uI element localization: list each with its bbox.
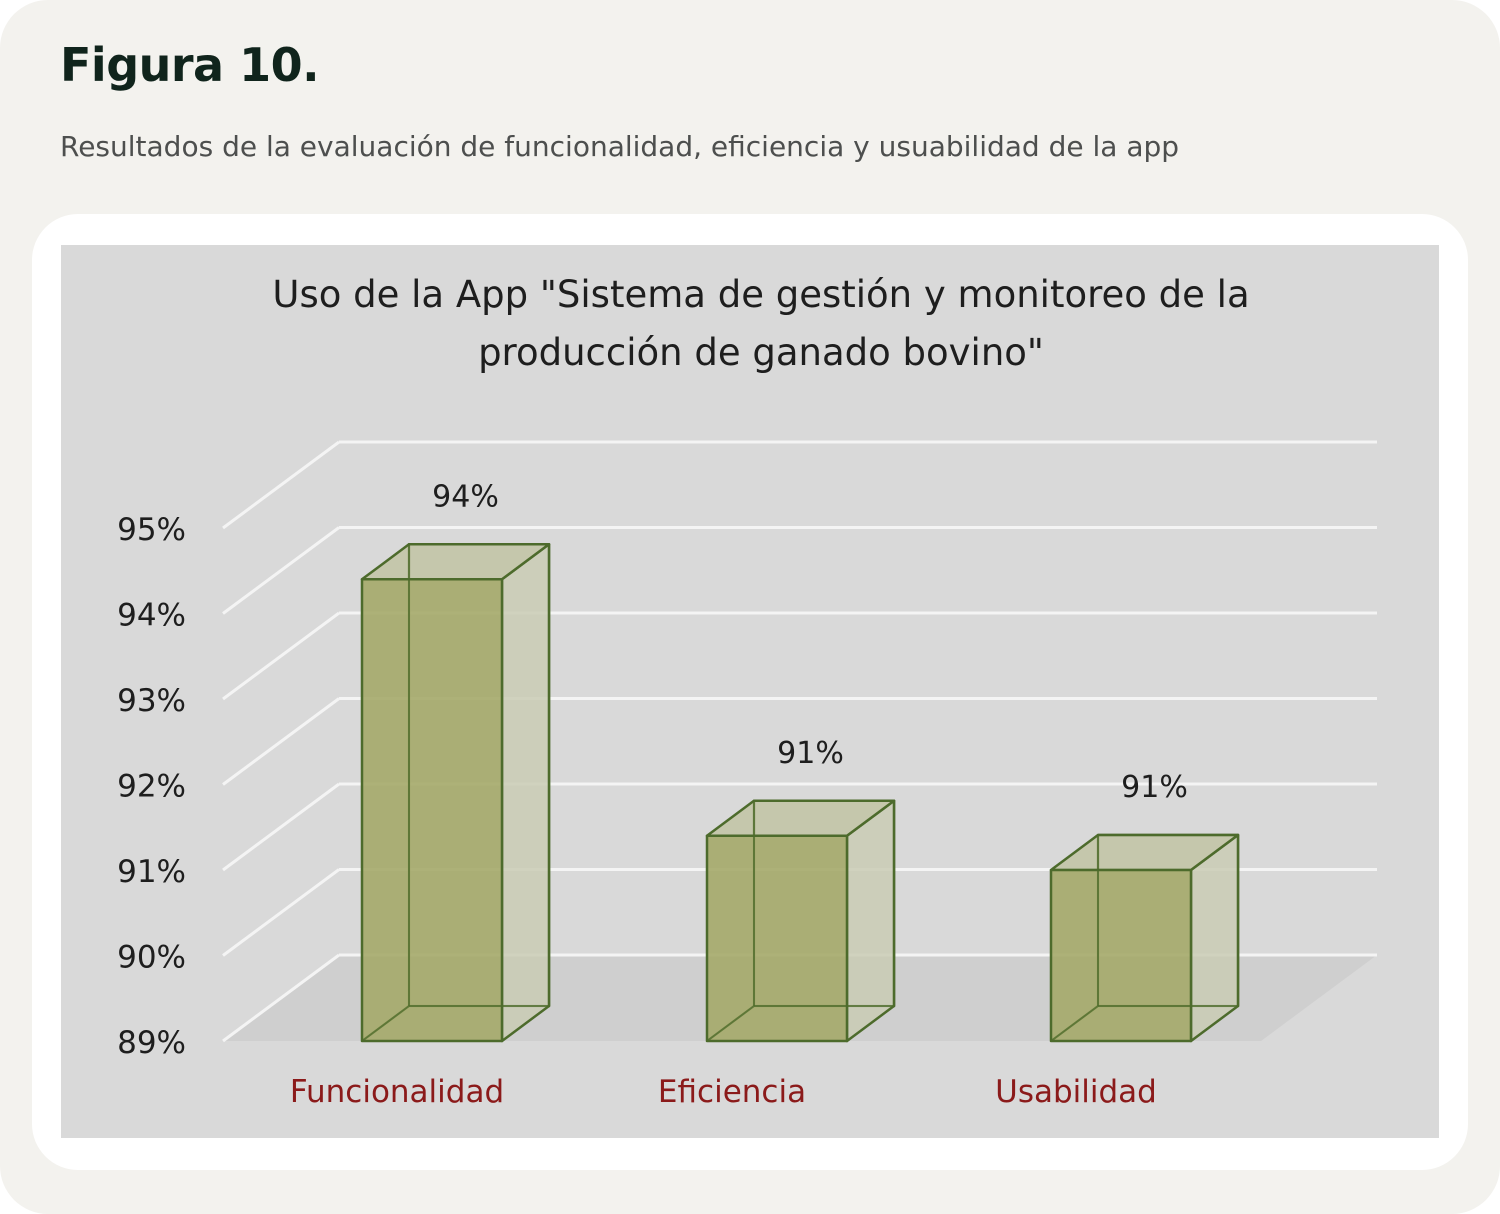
bar bbox=[705, 799, 896, 1043]
chart-title-line-1: Uso de la App "Sistema de gestión y moni… bbox=[272, 273, 1249, 316]
y-tick-label: 95% bbox=[117, 512, 186, 548]
bar-chart: Uso de la App "Sistema de gestión y moni… bbox=[117, 273, 1377, 1110]
gridline bbox=[222, 440, 1377, 530]
y-tick-label: 94% bbox=[117, 598, 186, 634]
bar bbox=[360, 543, 551, 1043]
y-tick-label: 93% bbox=[117, 683, 186, 719]
y-tick-label: 90% bbox=[117, 940, 186, 976]
bar bbox=[1049, 833, 1240, 1043]
y-tick-label: 89% bbox=[117, 1025, 186, 1061]
category-label: Usabilidad bbox=[995, 1074, 1157, 1110]
y-tick-label: 91% bbox=[117, 854, 186, 890]
category-label: Funcionalidad bbox=[290, 1074, 504, 1110]
data-label: 91% bbox=[1121, 770, 1188, 805]
gridline bbox=[222, 526, 1377, 615]
chart-title-line-2: producción de ganado bovino" bbox=[478, 331, 1044, 374]
chart-area: Uso de la App "Sistema de gestión y moni… bbox=[61, 245, 1439, 1138]
figure-caption: Resultados de la evaluación de funcional… bbox=[60, 130, 1180, 163]
data-label: 91% bbox=[777, 736, 844, 771]
data-label: 94% bbox=[432, 479, 499, 514]
y-tick-label: 92% bbox=[117, 769, 186, 805]
category-label: Eficiencia bbox=[658, 1074, 806, 1110]
figure-label: Figura 10. bbox=[60, 38, 320, 92]
